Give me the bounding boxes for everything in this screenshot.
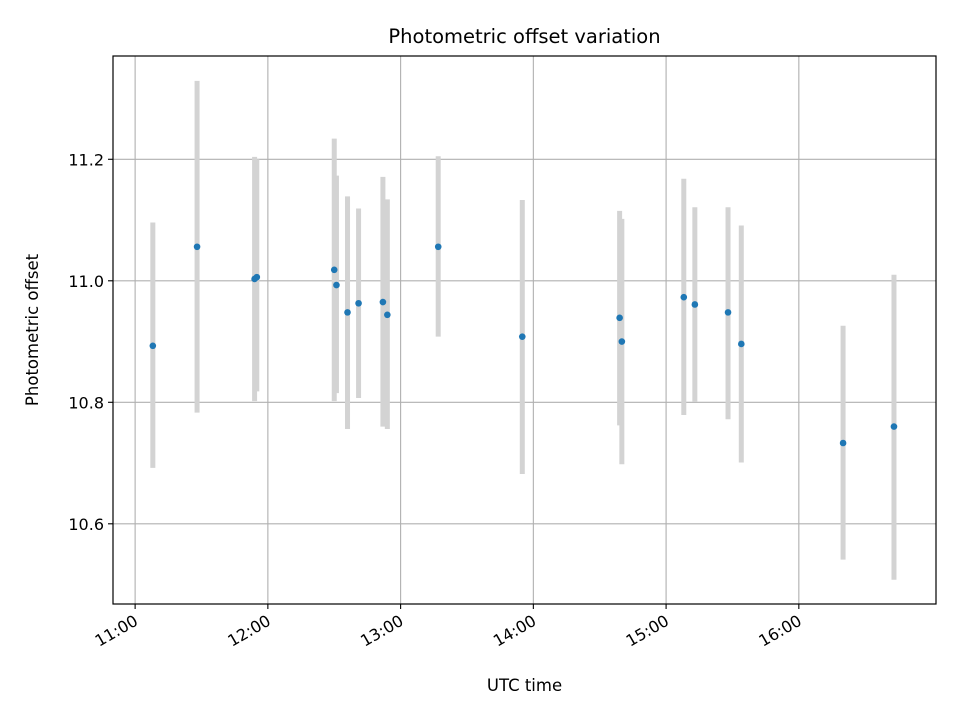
- data-point: [616, 314, 623, 322]
- chart-title: Photometric offset variation: [388, 25, 660, 48]
- data-point: [434, 243, 442, 251]
- y-axis-ticks: 10.6 10.8 11.0 11.2: [68, 150, 113, 534]
- y-tick-label: 10.6: [68, 515, 104, 534]
- data-point: [890, 423, 898, 430]
- data-point: [344, 309, 351, 316]
- axes-frame: [112, 55, 937, 605]
- data-point: [193, 243, 201, 251]
- data-point: [618, 338, 626, 345]
- data-point: [330, 266, 338, 274]
- y-tick-label: 11.2: [68, 150, 104, 169]
- data-point: [355, 299, 362, 307]
- data-point: [333, 281, 340, 289]
- y-tick-label: 10.8: [68, 393, 104, 412]
- data-point: [839, 439, 847, 447]
- data-point: [738, 340, 745, 348]
- data-point: [518, 333, 526, 340]
- data-point: [379, 298, 387, 306]
- x-axis-label: UTC time: [487, 676, 562, 695]
- data-point: [253, 273, 261, 281]
- data-point: [149, 342, 157, 350]
- data-point: [680, 293, 688, 301]
- data-point: [384, 311, 391, 319]
- y-tick-label: 11.0: [68, 272, 104, 291]
- data-point: [691, 301, 699, 308]
- y-axis-label: Photometric offset: [23, 253, 42, 406]
- data-points: [149, 243, 898, 447]
- data-point: [724, 309, 732, 316]
